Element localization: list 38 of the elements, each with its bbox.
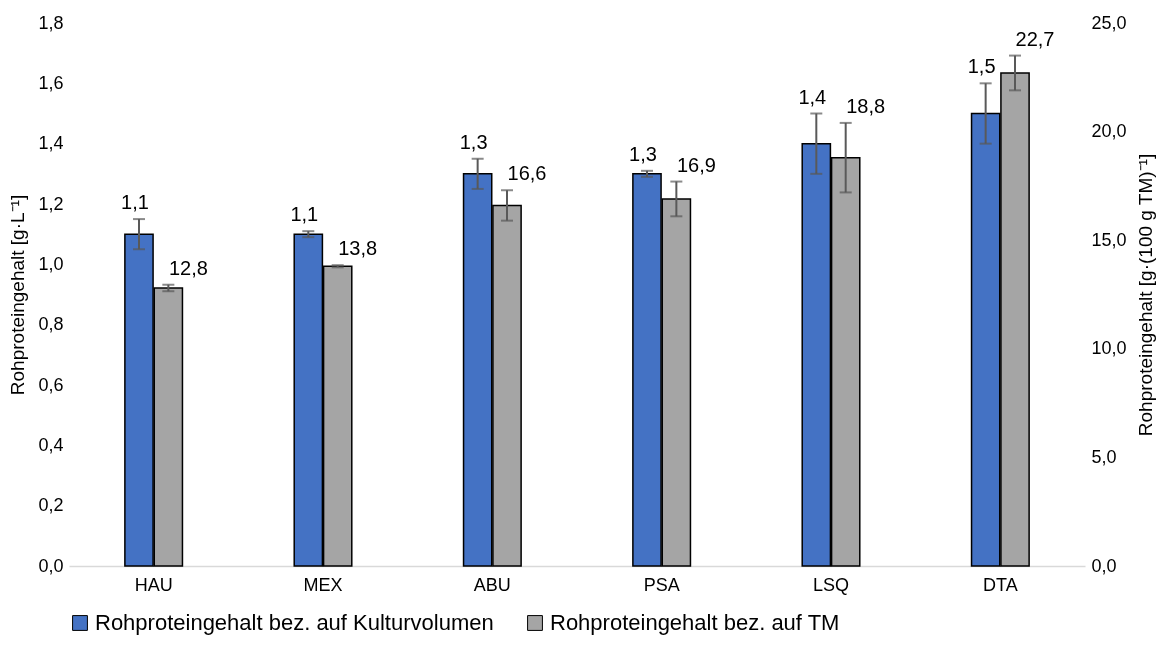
data-label: 1,3: [629, 142, 657, 165]
data-label: 16,6: [507, 162, 547, 185]
x-tick-label: LSQ: [812, 574, 850, 595]
x-tick-label: PSA: [643, 574, 680, 595]
x-tick-label: ABU: [473, 574, 511, 595]
y2-tick-label: 20,0: [1091, 121, 1127, 142]
y2-tick-label: 10,0: [1091, 338, 1127, 359]
y-axis-title: Rohproteingehalt [g·L⁻¹]: [7, 194, 29, 396]
data-label: 1,3: [459, 130, 488, 153]
data-label: 22,7: [1015, 27, 1055, 50]
y2-tick-label: 15,0: [1091, 229, 1127, 250]
x-tick-label: MEX: [303, 574, 343, 595]
y-tick-label: 1,4: [38, 133, 64, 154]
data-label: 12,8: [168, 256, 208, 279]
data-label: 1,5: [967, 55, 996, 78]
legend-label: Rohproteingehalt bez. auf Kulturvolumen: [95, 610, 494, 635]
data-label: 1,1: [121, 191, 149, 214]
data-label: 18,8: [846, 94, 886, 117]
y-tick-label: 1,6: [38, 72, 64, 93]
y-tick-label: 1,0: [38, 253, 64, 274]
y-tick-label: 1,8: [38, 12, 64, 33]
y-tick-label: 0,0: [38, 555, 64, 576]
x-tick-label: HAU: [134, 574, 173, 595]
data-label: 13,8: [338, 237, 378, 260]
data-label: 16,9: [676, 153, 716, 176]
y-tick-label: 0,6: [38, 374, 64, 395]
y-tick-label: 0,8: [38, 314, 64, 335]
data-label: 1,1: [290, 203, 319, 226]
data-label: 1,4: [798, 85, 827, 108]
y-tick-label: 1,2: [38, 193, 64, 214]
y-tick-label: 0,4: [38, 434, 64, 455]
y2-tick-label: 0,0: [1091, 555, 1117, 576]
y2-tick-label: 25,0: [1091, 12, 1127, 33]
y2-tick-label: 5,0: [1091, 446, 1117, 467]
y-tick-label: 0,2: [38, 495, 64, 516]
legend-label: Rohproteingehalt bez. auf TM: [550, 610, 840, 635]
y2-axis-title: Rohproteingehalt [g·(100 g TM)⁻¹]: [1134, 153, 1156, 437]
x-tick-label: DTA: [983, 574, 1018, 595]
